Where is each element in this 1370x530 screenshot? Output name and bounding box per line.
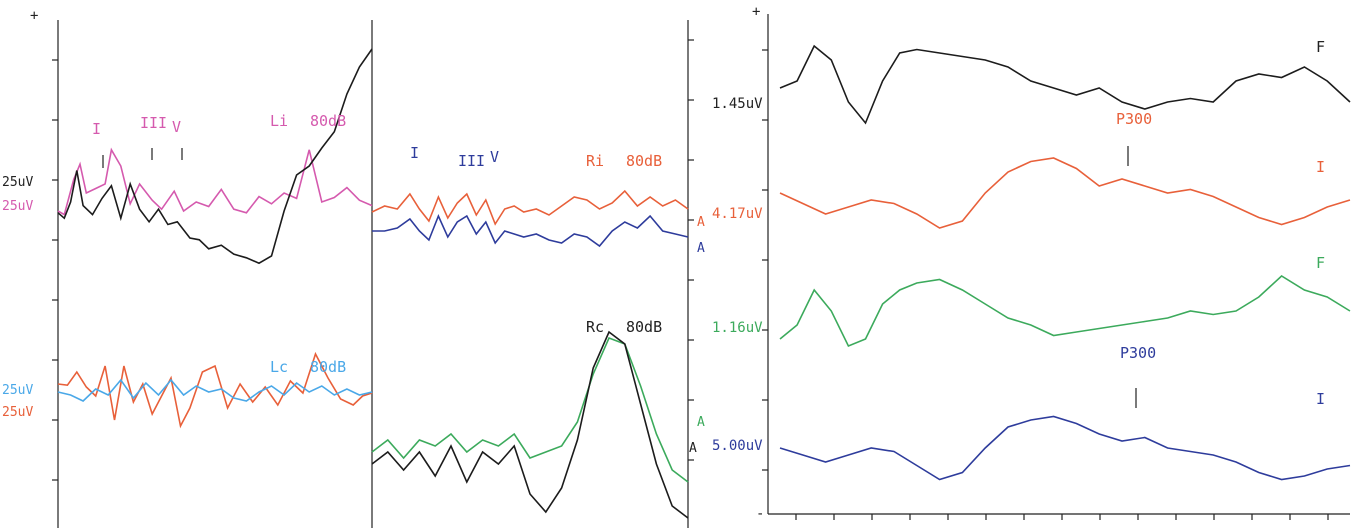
ear-label-li: Li <box>270 112 288 130</box>
rc-black-trace <box>371 330 689 519</box>
lc-red-trace <box>57 351 373 429</box>
peak-i-label-r: I <box>410 144 419 162</box>
peak-iii-label: III <box>140 114 167 132</box>
p300-label-blue: P300 <box>1120 344 1156 362</box>
axis-minus-right: - <box>756 506 764 522</box>
rc-green-trace <box>371 336 689 483</box>
marker-a-red: A <box>697 215 705 230</box>
right-axis <box>762 14 1350 515</box>
right-x-ticks <box>795 514 1329 520</box>
label-i-blue: I <box>1316 390 1325 408</box>
p300-green-trace <box>779 275 1351 348</box>
level-label-li: 80dB <box>310 112 346 130</box>
ear-label-ri: Ri <box>586 152 604 170</box>
scale-black-right: 1.45uV <box>712 96 763 112</box>
ri-blue-trace <box>372 213 689 248</box>
ear-label-rc: Rc <box>586 318 604 336</box>
level-label-ri: 80dB <box>626 152 662 170</box>
p300-red-trace <box>779 157 1351 229</box>
middle-right-axis <box>687 20 694 528</box>
left-axis <box>52 20 59 528</box>
peak-i-label: I <box>92 120 101 138</box>
scale-pink-li: 25uV <box>2 199 33 214</box>
ri-red-trace <box>371 189 689 226</box>
scale-cyan-lc: 25uV <box>2 383 33 398</box>
p300-black-trace <box>779 44 1351 125</box>
scale-blue-right: 5.00uV <box>712 438 763 454</box>
peak-v-label: V <box>172 118 181 136</box>
marker-a-black: A <box>689 441 697 456</box>
p300-label-red: P300 <box>1116 110 1152 128</box>
p300-blue-trace <box>779 415 1351 481</box>
marker-a-green: A <box>697 415 705 430</box>
ear-label-lc: Lc <box>270 358 288 376</box>
level-label-lc: 80dB <box>310 358 346 376</box>
label-i-red: I <box>1316 158 1325 176</box>
li-pink-trace <box>57 147 373 216</box>
label-f-green: F <box>1316 254 1325 272</box>
axis-plus-right: + <box>752 4 760 20</box>
label-f-black: F <box>1316 38 1325 56</box>
li-black-trace <box>57 48 373 265</box>
peak-v-label-r: V <box>490 148 499 166</box>
lc-cyan-trace <box>57 378 373 402</box>
marker-a-blue: A <box>697 241 705 256</box>
level-label-rc: 80dB <box>626 318 662 336</box>
axis-plus-left: + <box>30 8 38 24</box>
scale-red-lc: 25uV <box>2 405 33 420</box>
peak-iii-label-r: III <box>458 152 485 170</box>
scale-red-right: 4.17uV <box>712 206 763 222</box>
scale-black-li: 25uV <box>2 175 33 190</box>
scale-green-right: 1.16uV <box>712 320 763 336</box>
peak-markers <box>102 146 1137 408</box>
